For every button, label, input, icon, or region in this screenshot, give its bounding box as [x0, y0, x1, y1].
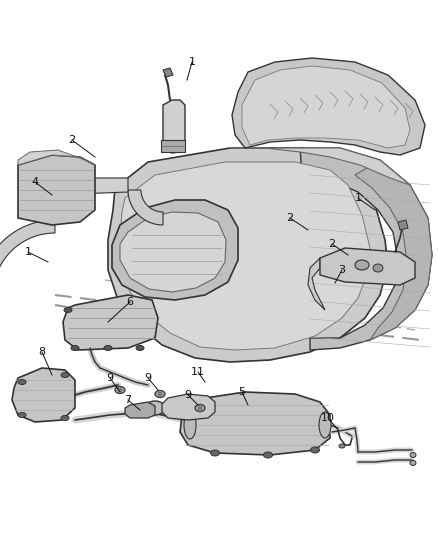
Ellipse shape [264, 452, 272, 458]
Polygon shape [108, 148, 388, 362]
Polygon shape [18, 150, 95, 165]
Polygon shape [63, 295, 158, 350]
Ellipse shape [18, 413, 26, 417]
Ellipse shape [155, 391, 165, 398]
Polygon shape [161, 140, 185, 152]
Text: 1: 1 [354, 193, 361, 203]
Ellipse shape [118, 389, 122, 392]
Ellipse shape [158, 392, 162, 395]
Polygon shape [230, 148, 410, 185]
Ellipse shape [184, 411, 196, 439]
Text: 2: 2 [286, 213, 293, 223]
Polygon shape [232, 58, 425, 155]
Polygon shape [120, 212, 226, 292]
Ellipse shape [410, 461, 416, 465]
Polygon shape [242, 66, 410, 148]
Polygon shape [163, 68, 173, 77]
Ellipse shape [64, 308, 72, 312]
Text: 9: 9 [145, 373, 152, 383]
Polygon shape [162, 394, 215, 420]
Polygon shape [300, 148, 432, 350]
Polygon shape [112, 200, 238, 300]
Polygon shape [128, 190, 163, 225]
Polygon shape [355, 160, 432, 340]
Text: 10: 10 [321, 413, 335, 423]
Ellipse shape [198, 407, 202, 409]
Polygon shape [12, 368, 75, 422]
Polygon shape [0, 220, 55, 295]
Text: 4: 4 [32, 177, 39, 187]
Polygon shape [180, 392, 330, 455]
Text: 6: 6 [127, 297, 134, 307]
Ellipse shape [319, 412, 331, 438]
Ellipse shape [195, 405, 205, 411]
Text: 1: 1 [188, 57, 195, 67]
Ellipse shape [211, 450, 219, 456]
Ellipse shape [311, 447, 319, 453]
Polygon shape [125, 402, 155, 418]
Ellipse shape [373, 264, 383, 272]
Polygon shape [320, 248, 415, 285]
Text: 9: 9 [106, 373, 113, 383]
Ellipse shape [355, 260, 369, 270]
Ellipse shape [115, 386, 125, 393]
Text: 9: 9 [184, 390, 191, 400]
Ellipse shape [71, 345, 79, 351]
Ellipse shape [410, 453, 416, 457]
Ellipse shape [136, 345, 144, 351]
Ellipse shape [18, 379, 26, 384]
Text: 11: 11 [191, 367, 205, 377]
Ellipse shape [145, 401, 165, 415]
Polygon shape [163, 100, 185, 153]
Ellipse shape [61, 373, 69, 377]
Ellipse shape [339, 444, 345, 448]
Polygon shape [50, 178, 128, 195]
Ellipse shape [104, 345, 112, 351]
Text: 2: 2 [328, 239, 336, 249]
Text: 3: 3 [339, 265, 346, 275]
Text: 7: 7 [124, 395, 131, 405]
Polygon shape [18, 155, 95, 225]
Polygon shape [308, 258, 325, 310]
Text: 2: 2 [68, 135, 76, 145]
Ellipse shape [61, 416, 69, 421]
Text: 5: 5 [239, 387, 246, 397]
Text: 8: 8 [39, 347, 46, 357]
Text: 1: 1 [25, 247, 32, 257]
Polygon shape [120, 162, 370, 350]
Polygon shape [398, 220, 408, 230]
